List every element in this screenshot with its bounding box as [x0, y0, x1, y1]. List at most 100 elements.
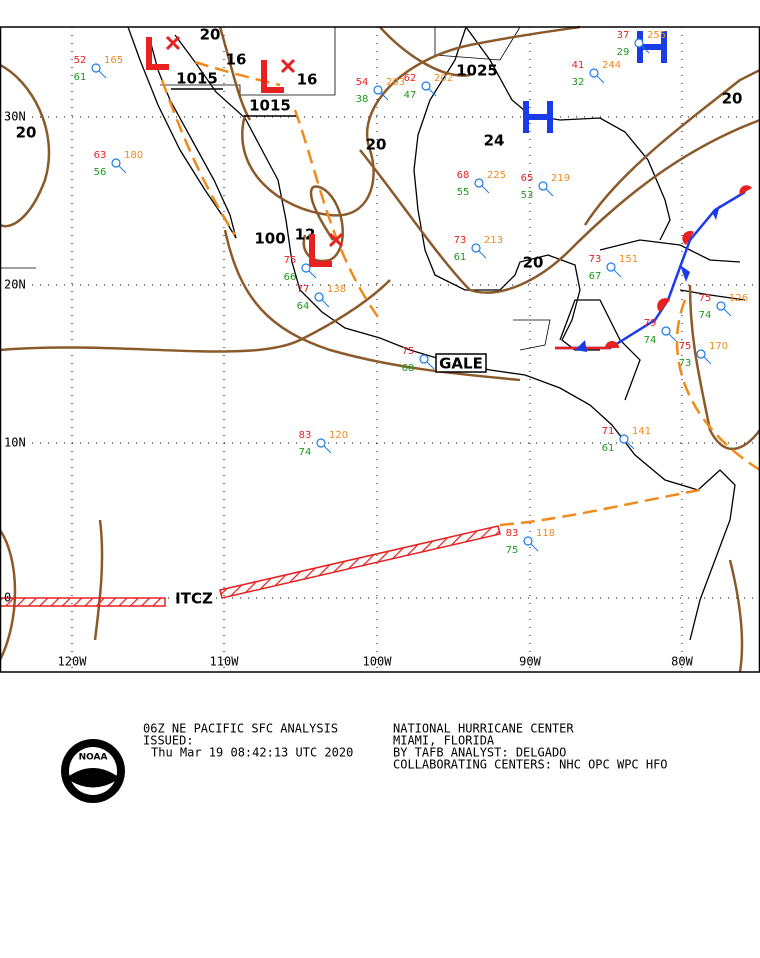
station: 77 138 64	[297, 284, 346, 312]
station-pressure: 138	[327, 284, 346, 295]
station-dew: 56	[94, 167, 107, 178]
station-dew: 61	[74, 72, 87, 83]
station-circle	[523, 536, 533, 546]
station-pressure: 244	[602, 60, 621, 71]
station-temp: 73	[589, 254, 602, 265]
station-pressure: 180	[124, 150, 143, 161]
station-circle	[419, 354, 429, 364]
station-temp: 73	[454, 235, 467, 246]
station-dew: 75	[506, 545, 519, 556]
station-dew: 61	[454, 252, 467, 263]
gale-box	[435, 353, 487, 373]
station-temp: 41	[572, 60, 585, 71]
station-temp: 62	[404, 73, 417, 84]
station-pressure: 170	[709, 341, 728, 352]
station-dew: 74	[699, 310, 712, 321]
station-temp: 79	[644, 318, 657, 329]
station: 52 165 61	[74, 55, 123, 83]
logo-wave	[69, 768, 117, 788]
station: 83 118 75	[506, 528, 555, 556]
pressure-center: 1015	[146, 35, 223, 90]
front	[555, 185, 752, 352]
pressure-center	[523, 101, 553, 133]
station-circle	[716, 301, 726, 311]
station-temp: 75	[679, 341, 692, 352]
lat-label: 0	[4, 591, 11, 605]
pressure-center	[309, 232, 344, 267]
station: 75 126 74	[699, 293, 748, 321]
station: 65 219 53	[521, 173, 570, 201]
station-dew: 55	[457, 187, 470, 198]
isobar-label: 20	[16, 124, 37, 142]
center: NATIONAL HURRICANE CENTER	[393, 722, 574, 736]
low-symbol	[146, 37, 169, 70]
station-dew: 32	[572, 77, 585, 88]
station-temp: 75	[402, 346, 415, 357]
station-pressure: 255	[647, 30, 666, 41]
station-temp: 71	[602, 426, 615, 437]
isobar-label: 100	[254, 230, 285, 248]
station-dew: 64	[297, 301, 310, 312]
station-pressure: 118	[536, 528, 555, 539]
low-x	[280, 58, 296, 74]
station-dew: 67	[589, 271, 602, 282]
station: 73 151 67	[589, 254, 638, 282]
station-pressure: 203	[386, 77, 405, 88]
station: 73 213 61	[454, 235, 503, 263]
pressure-center: 1015	[244, 58, 296, 117]
station: 68 225 55	[457, 170, 506, 198]
station-circle	[696, 349, 706, 359]
station-pressure: 120	[329, 430, 348, 441]
station-dew: 53	[521, 190, 534, 201]
station: 62 202 47	[404, 73, 453, 101]
lon-label: 120W	[58, 655, 88, 669]
issued: ISSUED:	[143, 734, 194, 748]
isobar-label: 16	[297, 71, 318, 89]
station-temp: 68	[457, 170, 470, 181]
station-dew: 38	[356, 94, 369, 105]
station: 71 141 61	[602, 426, 651, 454]
lon-label: 80W	[671, 655, 693, 669]
station: 83 120 74	[299, 430, 348, 458]
center-pressure: 1015	[249, 97, 291, 115]
station-dew: 73	[679, 358, 692, 369]
logo-text: NOAA	[79, 753, 108, 763]
station-circle	[314, 292, 324, 302]
station-pressure: 213	[484, 235, 503, 246]
station-dew: 61	[602, 443, 615, 454]
station-temp: 63	[94, 150, 107, 161]
station-dew: 68	[402, 363, 415, 374]
isobar-label: 20	[366, 136, 387, 154]
high-symbol	[523, 101, 553, 133]
station-temp: 54	[356, 77, 369, 88]
station-temp: 83	[299, 430, 312, 441]
station-circle	[619, 434, 629, 444]
gale-label: GALE	[439, 355, 483, 373]
collaborating: COLLABORATING CENTERS: NHC OPC WPC HFO	[393, 758, 668, 772]
low-x	[328, 232, 344, 248]
station-circle	[111, 158, 121, 168]
station-dew: 29	[617, 47, 630, 58]
station-dew: 47	[404, 90, 417, 101]
station-temp: 37	[617, 30, 630, 41]
station-circle	[373, 85, 383, 95]
station-pressure: 219	[551, 173, 570, 184]
station-circle	[589, 68, 599, 78]
center-pressure: 1015	[176, 70, 218, 88]
isobar-label: 20	[200, 26, 221, 44]
lon-label: 100W	[363, 655, 393, 669]
station-pressure: 165	[104, 55, 123, 66]
product: 06Z NE PACIFIC SFC ANALYSIS	[143, 722, 338, 736]
station-temp: 77	[297, 284, 310, 295]
station: 63 180 56	[94, 150, 143, 178]
station-circle	[474, 178, 484, 188]
station-dew: 74	[644, 335, 657, 346]
low-symbol	[309, 234, 332, 267]
lat-label: 10N	[4, 436, 26, 450]
station-circle	[634, 38, 644, 48]
station-circle	[421, 81, 431, 91]
station-circle	[316, 438, 326, 448]
